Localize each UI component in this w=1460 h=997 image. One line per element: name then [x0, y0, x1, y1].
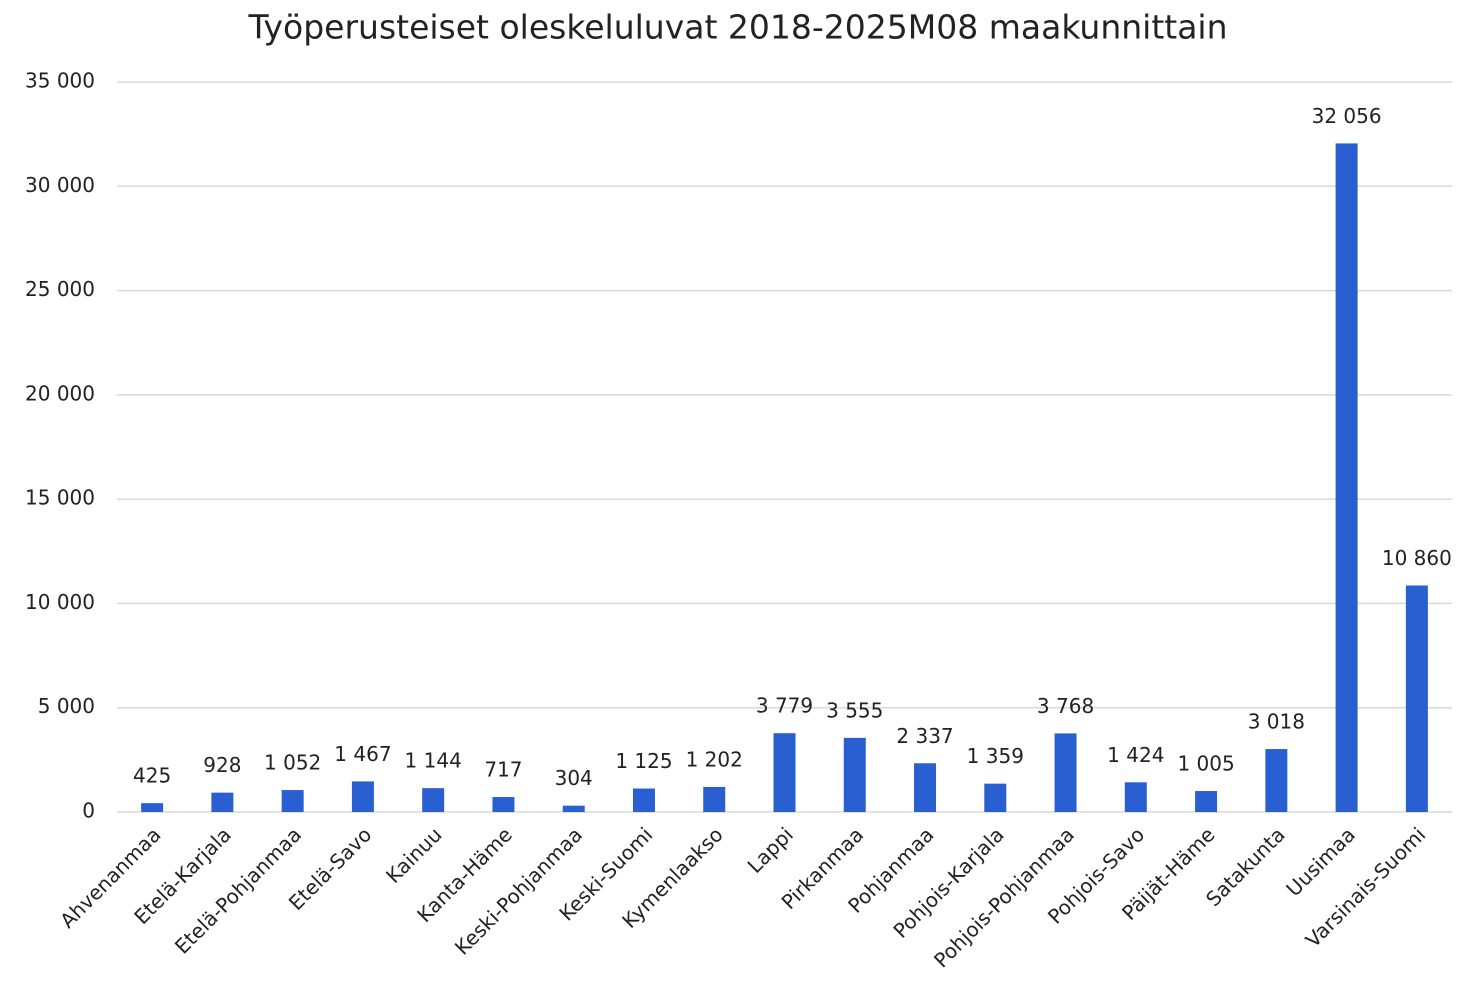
- data-label: 3 768: [1037, 694, 1094, 718]
- bar: [1405, 585, 1428, 812]
- x-tick-label: Keski-Pohjanmaa: [450, 822, 587, 959]
- data-label: 1 125: [615, 749, 672, 773]
- data-label: 425: [133, 764, 171, 788]
- data-label: 1 005: [1177, 752, 1234, 776]
- data-label: 1 052: [264, 751, 321, 775]
- bar: [1335, 143, 1358, 812]
- bar: [1265, 749, 1288, 812]
- data-label: 928: [203, 753, 241, 777]
- bar: [141, 803, 164, 812]
- data-label: 3 779: [756, 694, 813, 718]
- data-label: 1 467: [334, 742, 391, 766]
- bar: [1054, 733, 1077, 812]
- x-tick-label: Kainuu: [381, 822, 446, 887]
- y-tick-label: 35 000: [25, 69, 95, 93]
- data-label: 717: [484, 758, 522, 782]
- x-tick-label: Etelä-Pohjanmaa: [170, 822, 306, 958]
- data-label: 1 144: [405, 749, 462, 773]
- bar: [843, 737, 866, 812]
- data-label: 32 056: [1312, 104, 1382, 128]
- bar: [281, 790, 304, 812]
- data-label: 2 337: [896, 724, 953, 748]
- bar: [773, 733, 796, 812]
- data-label: 1 359: [967, 744, 1024, 768]
- bar: [1195, 791, 1218, 812]
- y-tick-label: 10 000: [25, 590, 95, 614]
- data-label: 304: [555, 766, 593, 790]
- data-label: 3 555: [826, 698, 883, 722]
- y-tick-label: 0: [82, 799, 95, 823]
- y-tick-label: 15 000: [25, 486, 95, 510]
- data-label: 10 860: [1382, 546, 1452, 570]
- y-tick-label: 30 000: [25, 173, 95, 197]
- y-tick-label: 25 000: [25, 277, 95, 301]
- bar: [914, 763, 937, 812]
- bar: [984, 783, 1007, 812]
- data-label: 1 202: [686, 747, 743, 771]
- bar: [1124, 782, 1147, 812]
- data-label: 1 424: [1107, 743, 1164, 767]
- bar: [211, 792, 234, 812]
- bar: [562, 805, 585, 812]
- y-tick-label: 20 000: [25, 381, 95, 405]
- x-tick-label: Varsinais-Suomi: [1301, 822, 1431, 952]
- chart-title: Työperusteiset oleskeluluvat 2018-2025M0…: [247, 8, 1227, 47]
- bar: [632, 788, 655, 812]
- x-tick-label: Lappi: [743, 822, 798, 877]
- bar: [492, 797, 515, 812]
- y-tick-label: 5 000: [38, 694, 95, 718]
- data-label: 3 018: [1248, 710, 1305, 734]
- bar: [703, 786, 726, 812]
- bar: [351, 781, 374, 812]
- bar: [422, 788, 445, 812]
